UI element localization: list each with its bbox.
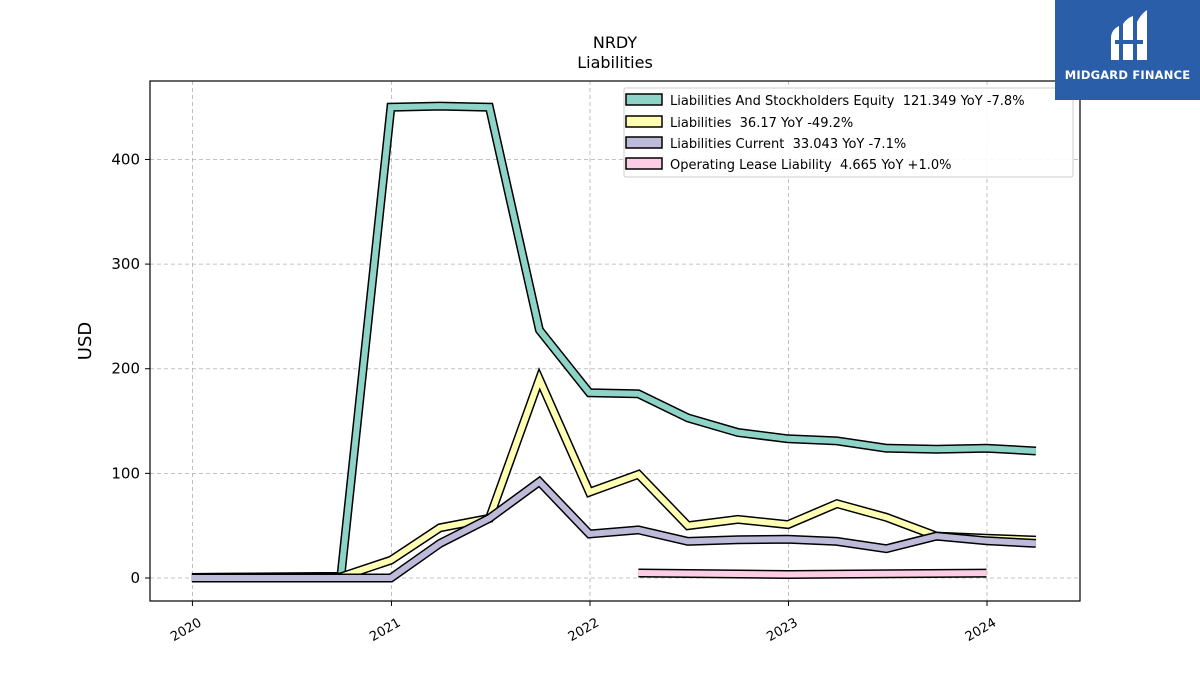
series-layer: [191, 101, 1037, 583]
brand-logo-text: MIDGARD FINANCE: [1064, 68, 1191, 82]
legend-label: Liabilities Current 33.043 YoY -7.1%: [670, 137, 906, 152]
legend-swatch: [625, 157, 663, 170]
legend-entry: Operating Lease Liability 4.665 YoY +1.0…: [625, 157, 951, 173]
legend: Liabilities And Stockholders Equity 121.…: [623, 87, 1074, 178]
y-tick-label: 400: [111, 150, 140, 168]
x-tick-label: 2022: [566, 615, 602, 645]
y-tick-label: 0: [130, 569, 140, 587]
plot-area-frame: [149, 80, 1081, 602]
y-tick-label: 200: [111, 360, 140, 378]
y-tick-label: 300: [111, 255, 140, 273]
legend-frame: [623, 87, 1074, 178]
legend-entry: Liabilities 36.17 YoY -49.2%: [625, 115, 853, 131]
series-line: [191, 103, 1037, 581]
legend-entry: Liabilities And Stockholders Equity 121.…: [625, 93, 1025, 109]
legend-entry: Liabilities Current 33.043 YoY -7.1%: [625, 136, 906, 152]
x-tick-label: 2023: [764, 615, 800, 645]
series-line-outline: [191, 367, 1037, 582]
x-tick-label: 2020: [168, 615, 204, 645]
legend-label: Operating Lease Liability 4.665 YoY +1.0…: [670, 158, 951, 173]
midgard-logo-icon: [1111, 10, 1147, 60]
series-line: [638, 570, 987, 578]
legend-label: Liabilities 36.17 YoY -49.2%: [670, 116, 853, 131]
chart-subtitle: Liabilities: [577, 53, 653, 72]
series-line: [191, 477, 1037, 581]
x-tick-label: 2021: [367, 615, 403, 645]
brand-logo: MIDGARD FINANCE: [1055, 0, 1200, 100]
legend-label: Liabilities And Stockholders Equity 121.…: [670, 94, 1025, 109]
y-tick-label: 100: [111, 464, 140, 482]
legend-swatch: [625, 115, 663, 128]
legend-swatch: [625, 136, 663, 149]
legend-swatch: [625, 93, 663, 106]
series-line: [191, 371, 1037, 581]
x-tick-label: 2024: [963, 615, 999, 645]
chart-title: NRDY: [593, 33, 638, 52]
y-axis-label: USD: [75, 322, 96, 360]
